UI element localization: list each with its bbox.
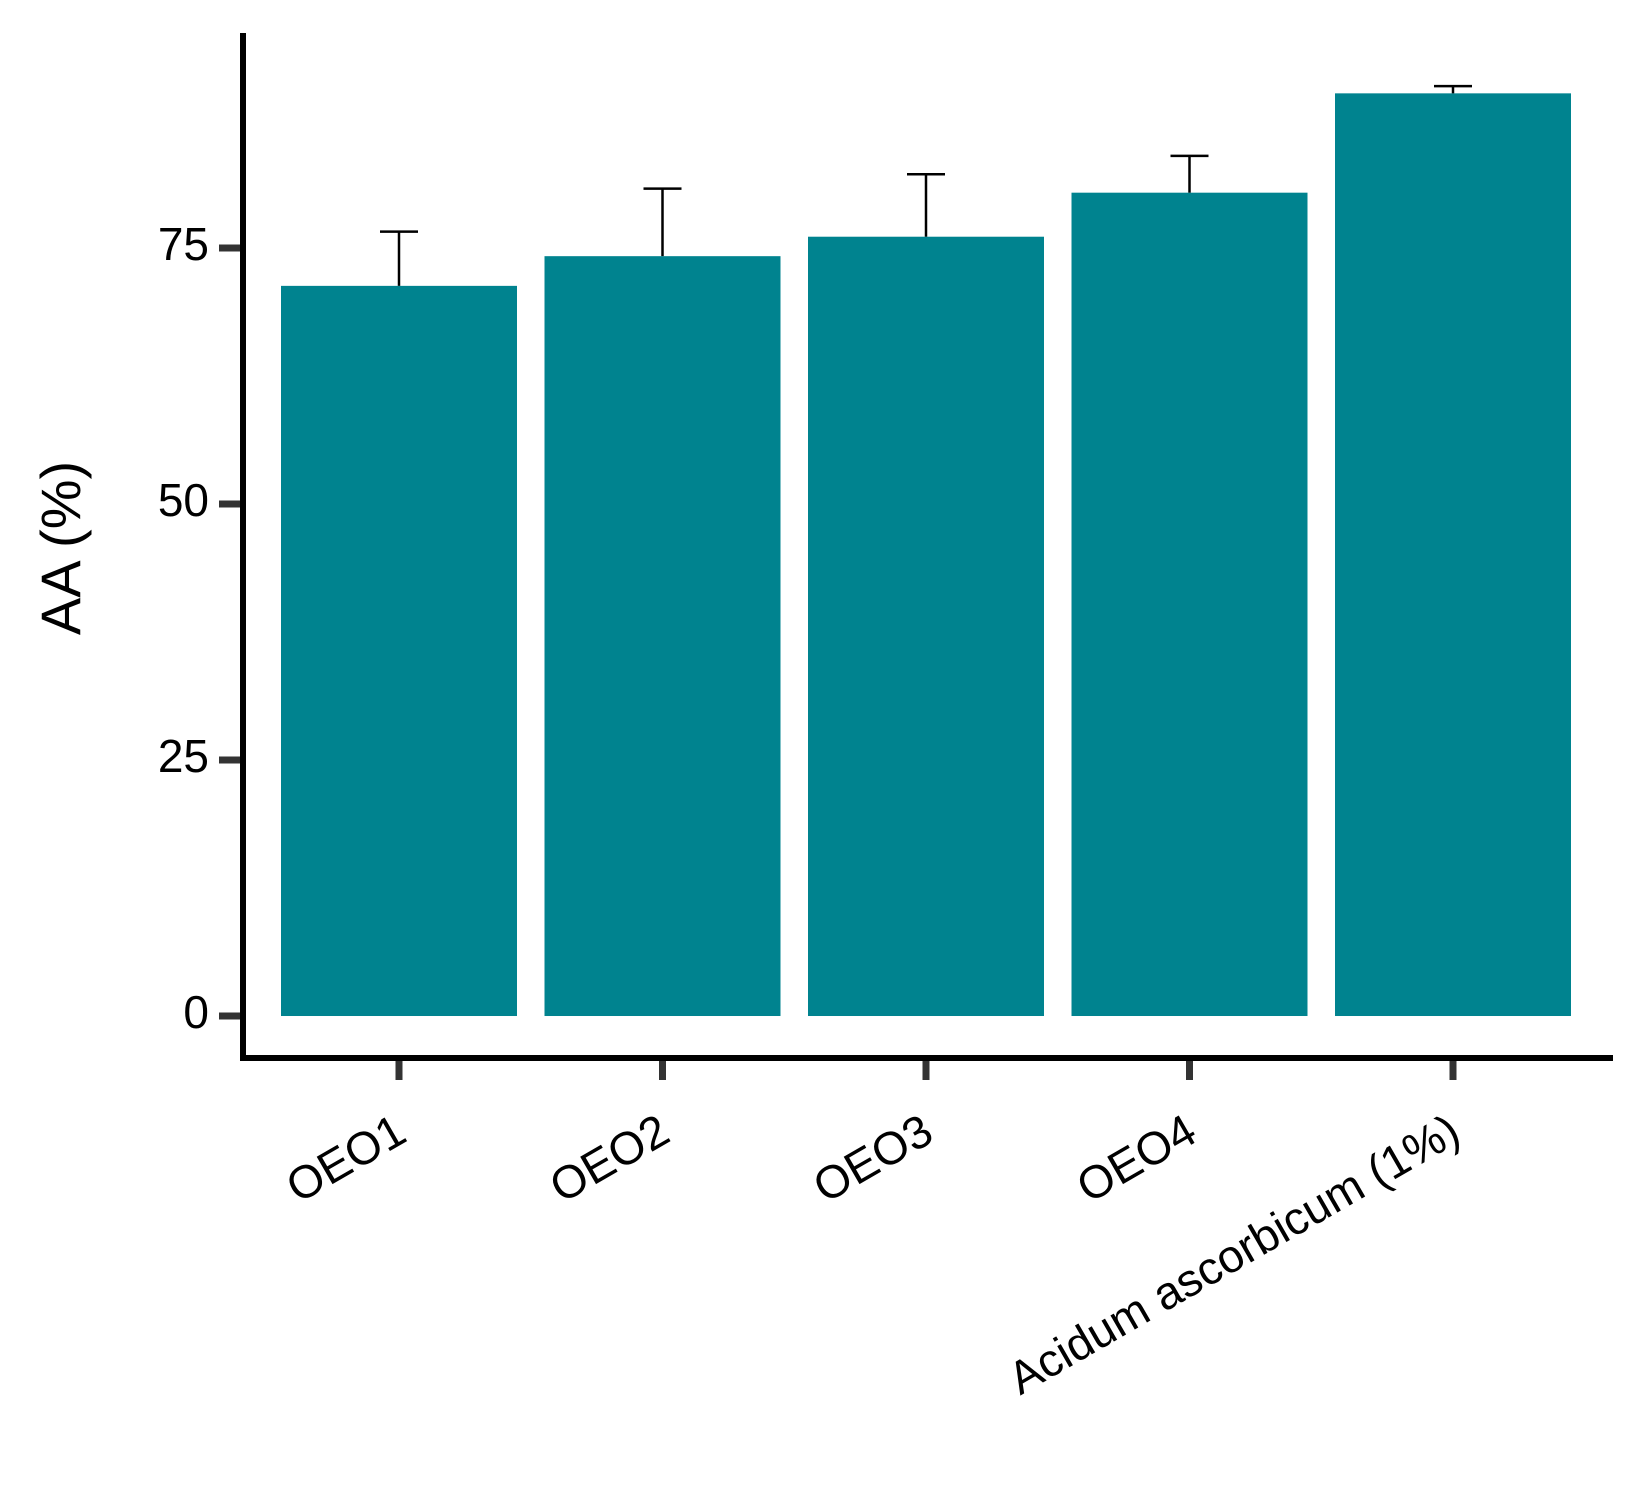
bar-3: [808, 236, 1044, 1017]
bar-5: [1335, 93, 1571, 1017]
y-ticks-group: 0 25 50 75: [158, 218, 240, 1038]
y-tick-label-50: 50: [158, 474, 209, 526]
x-tick-label-5: Acidum ascorbicum (1%): [999, 1104, 1468, 1405]
x-tick-label-1: OEO1: [277, 1104, 414, 1213]
bar-2: [544, 256, 781, 1017]
bar-1: [281, 285, 517, 1017]
bar-4: [1071, 192, 1308, 1017]
x-tick-label-2: OEO2: [541, 1104, 678, 1213]
error-bars-group: [380, 84, 1472, 286]
y-axis-title: AA (%): [29, 461, 92, 635]
y-tick-label-25: 25: [158, 730, 209, 782]
bars-group: [281, 93, 1571, 1017]
x-tick-label-3: OEO3: [804, 1104, 941, 1213]
y-tick-label-0: 0: [183, 986, 209, 1038]
x-tick-label-4: OEO4: [1068, 1104, 1205, 1213]
y-tick-label-75: 75: [158, 218, 209, 270]
axes-group: [240, 33, 1613, 1061]
